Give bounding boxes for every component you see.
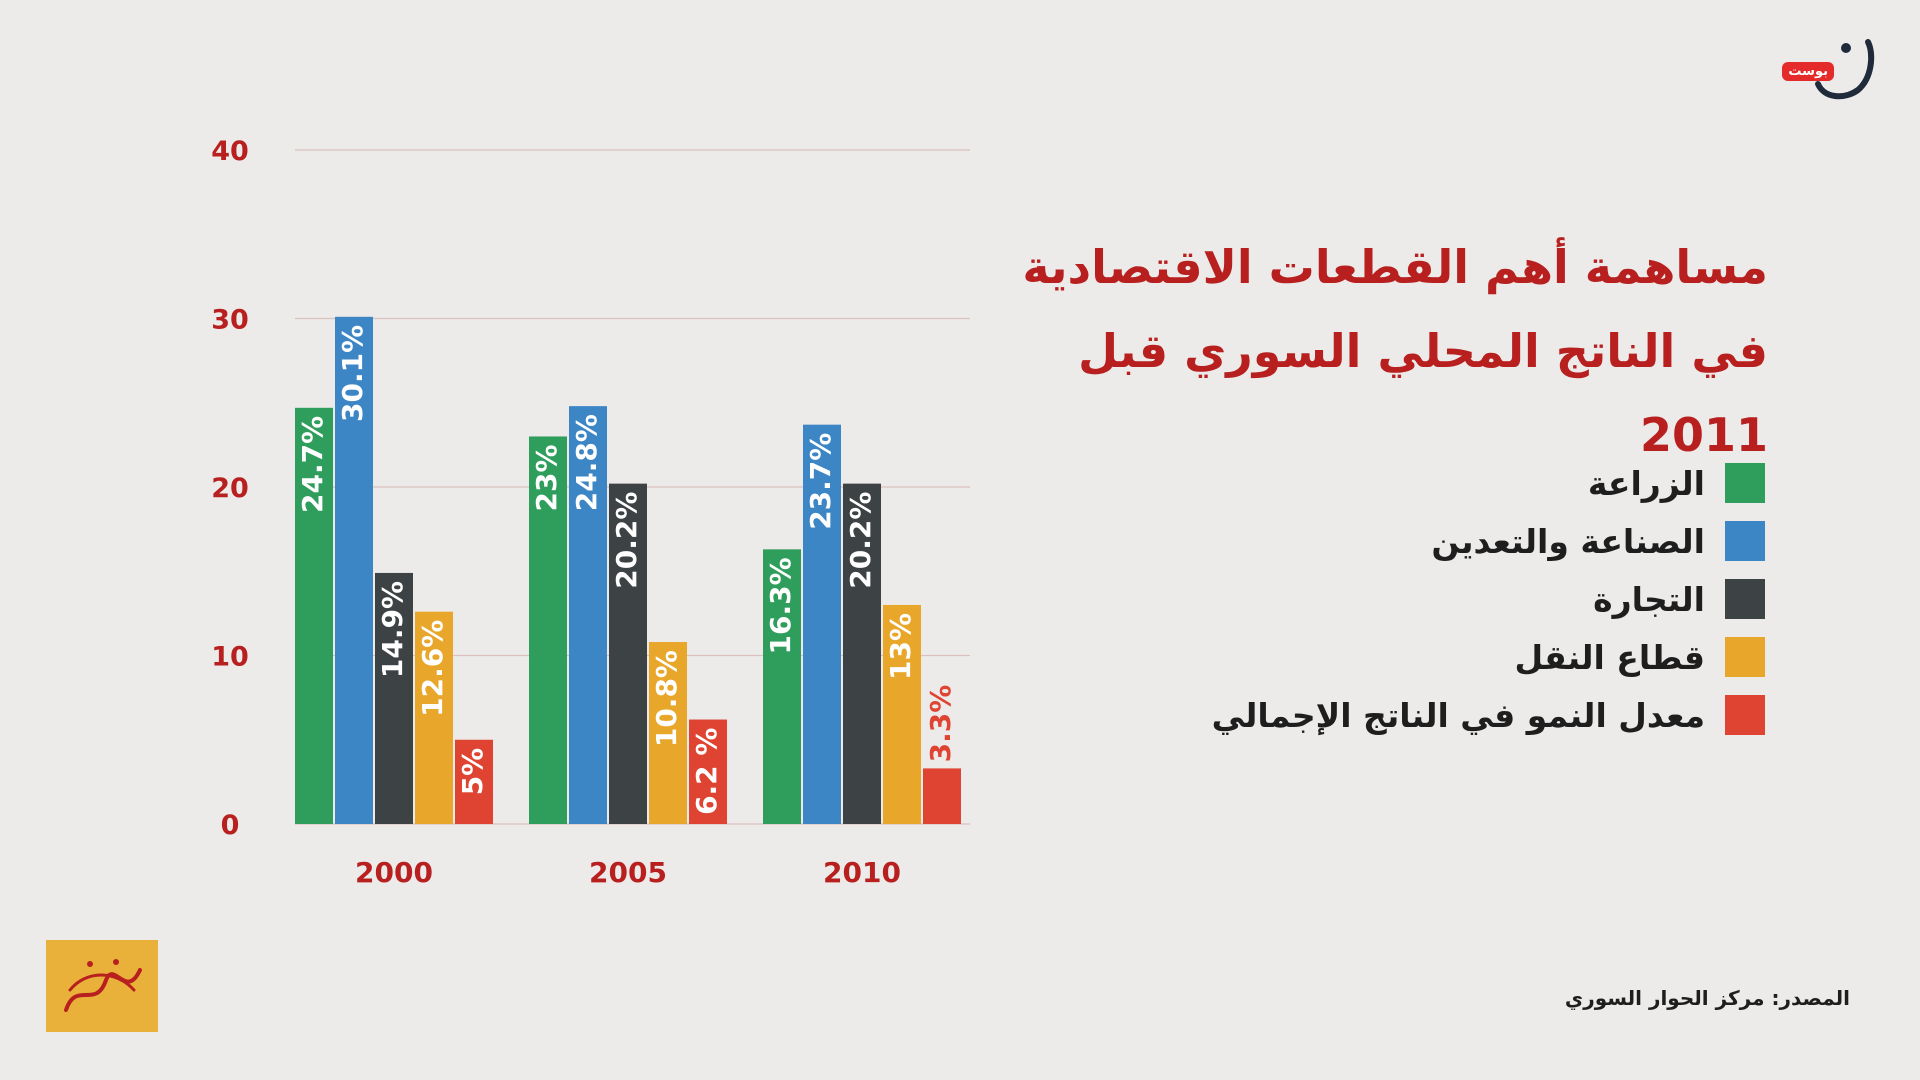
chart-legend: الزراعة الصناعة والتعدين التجارة قطاع النقل… [1045, 454, 1765, 744]
bar-value-label: 12.6% [416, 620, 449, 717]
bar [883, 604, 921, 824]
bar [335, 316, 373, 824]
x-tick-label: 2005 [589, 856, 667, 889]
legend-label: التجارة [1593, 579, 1705, 619]
bar [295, 407, 333, 824]
legend-label: قطاع النقل [1514, 637, 1705, 677]
bar [415, 611, 453, 824]
bar [375, 572, 413, 824]
bar [763, 549, 801, 824]
y-tick-label: 30 [211, 305, 249, 336]
bar [529, 436, 567, 824]
bar [609, 483, 647, 824]
legend-item: الزراعة [1045, 454, 1765, 512]
legend-swatch [1725, 579, 1765, 619]
bar-value-label: 30.1% [336, 325, 369, 422]
y-axis-ticks: 0 10 20 30 40 [211, 136, 249, 841]
noon-letter-logo-icon [1815, 39, 1875, 100]
bar-value-label: 14.9% [376, 581, 409, 678]
source-note: المصدر: مركز الحوار السوري [1564, 986, 1850, 1010]
bar-value-label: 13% [884, 613, 917, 680]
aish-kasra-stamp-icon [46, 940, 158, 1032]
bars: 24.7%30.1%14.9% 12.6%5%23% 24.8%20.2%10.8%… [295, 316, 961, 824]
legend-swatch [1725, 695, 1765, 735]
legend-item: قطاع النقل [1045, 628, 1765, 686]
y-tick-label: 20 [211, 473, 249, 504]
bar-value-label: 24.7% [296, 416, 329, 513]
bar [689, 719, 727, 824]
brand-label: بوست [1782, 62, 1834, 81]
bar-value-label: 20.2% [844, 492, 877, 589]
legend-label: الزراعة [1587, 463, 1705, 503]
x-tick-label: 2000 [355, 856, 433, 889]
bar [843, 483, 881, 824]
title-line-2: في الناتج المحلي السوري قبل 2011 [1078, 324, 1768, 462]
legend-swatch [1725, 637, 1765, 677]
bar [569, 406, 607, 824]
bar-value-label: 3.3% [924, 685, 957, 763]
legend-item: الصناعة والتعدين [1045, 512, 1765, 570]
chart-title: مساهمة أهم القطعات الاقتصادية في الناتج … [948, 225, 1768, 477]
legend-swatch [1725, 521, 1765, 561]
bar [649, 642, 687, 824]
bar-value-label: 6.2 % [690, 728, 723, 815]
bar-value-label: 5% [456, 748, 489, 796]
x-axis-ticks: 2000 2005 2010 [355, 856, 901, 889]
x-tick-label: 2010 [823, 856, 901, 889]
legend-label: الصناعة والتعدين [1431, 521, 1705, 561]
y-tick-label: 40 [211, 136, 249, 167]
y-tick-label: 10 [211, 642, 249, 673]
title-line-1: مساهمة أهم القطعات الاقتصادية [1022, 240, 1768, 294]
bar [455, 739, 493, 824]
bar [803, 424, 841, 824]
bar-value-label: 24.8% [570, 414, 603, 511]
legend-item: معدل النمو في الناتج الإجمالي [1045, 686, 1765, 744]
legend-item: التجارة [1045, 570, 1765, 628]
bar [923, 768, 961, 824]
legend-swatch [1725, 463, 1765, 503]
bar-value-label: 20.2% [610, 492, 643, 589]
bar-value-label: 23% [530, 444, 563, 511]
bar-value-label: 10.8% [650, 650, 683, 747]
y-tick-label: 0 [221, 810, 240, 841]
legend-label: معدل النمو في الناتج الإجمالي [1211, 695, 1705, 735]
bar-value-label: 23.7% [804, 433, 837, 530]
bar-value-label: 16.3% [764, 557, 797, 654]
